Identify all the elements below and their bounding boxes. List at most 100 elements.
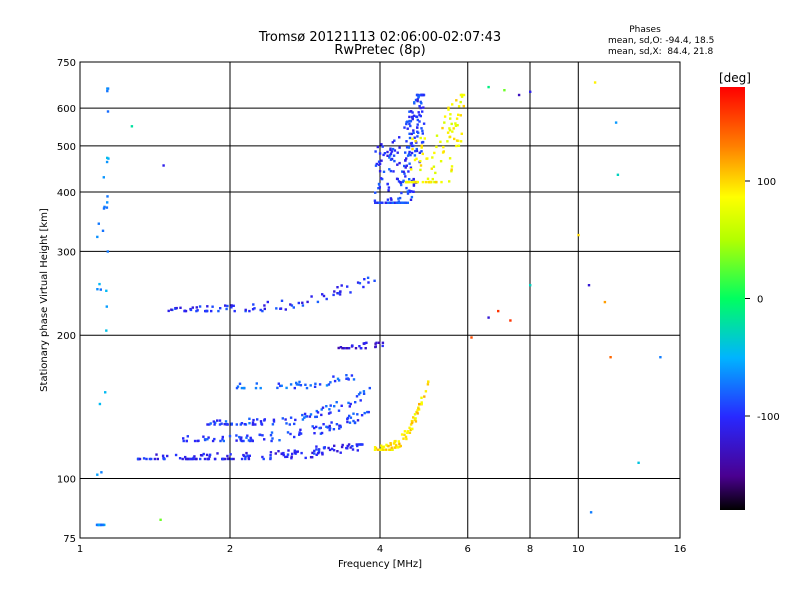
trace-point	[275, 307, 278, 310]
trace-point	[356, 413, 359, 416]
trace-point	[457, 113, 460, 116]
trace-point	[408, 162, 411, 165]
x-tick-label: 10	[572, 544, 585, 555]
trace-point	[409, 142, 413, 145]
trace-point	[389, 158, 393, 161]
trace-point	[377, 187, 380, 190]
trace-point	[195, 457, 198, 461]
trace-point	[322, 294, 326, 298]
trace-point	[389, 197, 393, 200]
trace-point	[455, 144, 458, 148]
trace-point	[323, 446, 326, 449]
trace-point	[258, 433, 261, 436]
trace-point	[293, 449, 296, 452]
trace-point	[412, 180, 415, 184]
trace-point	[421, 140, 425, 144]
trace-point	[398, 146, 401, 149]
trace-point	[407, 152, 411, 156]
trace-point	[378, 162, 382, 165]
trace-point	[195, 309, 198, 313]
sparse-point	[637, 461, 640, 464]
trace-point	[401, 180, 405, 184]
trace-point	[426, 177, 430, 180]
trace-point	[420, 102, 423, 105]
trace-point	[311, 456, 314, 459]
trace-point	[346, 420, 349, 424]
trace-point	[203, 438, 207, 441]
trace-point	[392, 442, 396, 445]
trace-point	[235, 423, 238, 426]
trace-point	[297, 383, 300, 386]
trace-point	[335, 401, 338, 404]
trace-point	[412, 184, 416, 187]
trace-point	[408, 426, 411, 429]
trace-point	[136, 457, 140, 461]
trace-point	[407, 180, 411, 184]
trace-point	[402, 170, 405, 173]
sparse-point	[616, 173, 620, 176]
trace-point	[321, 293, 324, 296]
sparse-point	[609, 356, 612, 359]
trace-point	[416, 409, 419, 412]
trace-point	[403, 164, 406, 168]
trace-point	[404, 435, 408, 439]
trace-point	[98, 282, 101, 286]
trace-point	[208, 455, 211, 458]
trace-point	[226, 304, 229, 308]
trace-point	[389, 169, 393, 173]
trace-point	[99, 288, 102, 291]
trace-point	[208, 423, 211, 426]
trace-point	[410, 168, 413, 171]
trace-point	[261, 434, 264, 437]
grid-lines	[80, 62, 680, 538]
trace-point	[393, 159, 396, 163]
trace-point	[373, 446, 377, 449]
trace-point	[389, 152, 393, 155]
trace-point	[374, 345, 377, 348]
trace-point	[389, 154, 392, 157]
trace-point	[236, 385, 240, 388]
trace-point	[196, 439, 199, 443]
trace-point	[402, 437, 405, 440]
trace-point	[348, 421, 352, 424]
trace-point	[380, 159, 383, 162]
trace-point	[409, 110, 413, 113]
trace-point	[415, 141, 418, 144]
trace-point	[397, 197, 400, 200]
trace-point	[378, 341, 381, 344]
trace-point	[423, 137, 426, 140]
trace-point	[207, 436, 210, 439]
trace-point	[301, 418, 305, 421]
trace-point	[416, 180, 419, 184]
trace-point	[405, 140, 408, 143]
y-tick-label: 200	[57, 331, 76, 342]
trace-point	[105, 305, 108, 308]
trace-point	[454, 122, 457, 125]
trace-point	[285, 422, 288, 425]
trace-point	[420, 402, 423, 405]
trace-point	[313, 385, 317, 388]
trace-point	[387, 186, 391, 189]
trace-point	[404, 201, 407, 204]
trace-point	[224, 304, 227, 307]
trace-point	[261, 455, 264, 459]
chart-title: Tromsø 20121113 02:06:00-02:07:43	[258, 30, 501, 45]
trace-point	[313, 432, 316, 435]
trace-point	[225, 307, 228, 311]
trace-point	[333, 405, 336, 408]
trace-point	[269, 456, 272, 460]
trace-point	[419, 164, 423, 167]
trace-point	[417, 94, 421, 97]
trace-point	[375, 341, 378, 344]
trace-point	[246, 434, 249, 437]
trace-point	[303, 416, 306, 419]
trace-point	[318, 383, 322, 386]
trace-point	[315, 448, 318, 451]
trace-point	[206, 423, 209, 426]
trace-point	[391, 141, 394, 144]
trace-point	[404, 159, 407, 162]
trace-point	[316, 411, 320, 414]
trace-point	[178, 457, 182, 460]
trace-point	[263, 304, 266, 307]
trace-point	[455, 139, 459, 142]
